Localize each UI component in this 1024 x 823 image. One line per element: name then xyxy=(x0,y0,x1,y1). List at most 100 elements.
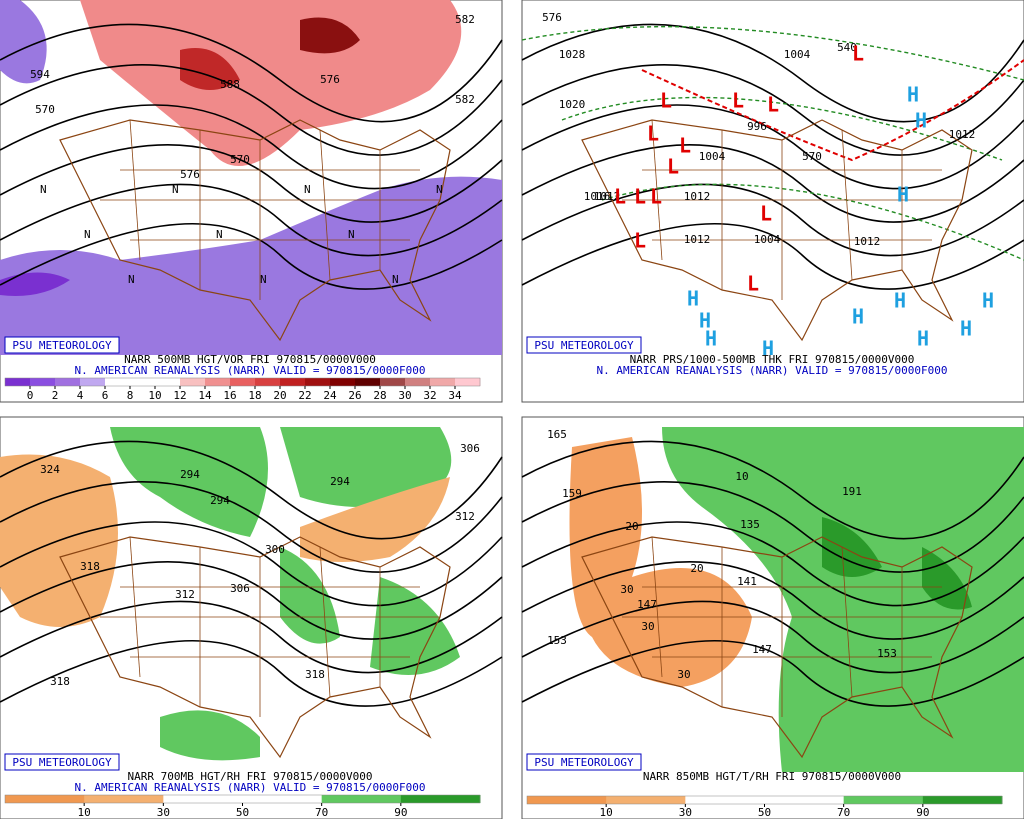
contour-label: 30 xyxy=(620,583,633,596)
panel-title: NARR 500MB HGT/VOR FRI 970815/0000V000 xyxy=(124,353,376,366)
credit-box xyxy=(526,336,642,354)
high-symbol: H xyxy=(915,109,927,133)
contour xyxy=(0,144,503,223)
high-symbol: H xyxy=(687,287,699,311)
field-shading xyxy=(280,427,452,507)
vorticity-symbol: N xyxy=(304,183,311,196)
state-line xyxy=(319,546,331,698)
colorbar-label: 50 xyxy=(236,806,249,819)
high-symbol: H xyxy=(705,327,717,351)
contour-label: 594 xyxy=(30,68,50,81)
low-symbol: L xyxy=(760,202,772,226)
colorbar-label: 90 xyxy=(394,806,407,819)
contour-label: 1004 xyxy=(784,48,811,61)
contour-label: 570 xyxy=(802,150,822,163)
colorbar-segment xyxy=(330,378,356,386)
contour xyxy=(521,223,1024,290)
contour-label: 582 xyxy=(455,13,475,26)
contour xyxy=(0,440,503,540)
high-symbol: H xyxy=(917,327,929,351)
colorbar-label: 50 xyxy=(758,806,771,819)
panel-title: NARR PRS/1000-500MB THK FRI 970815/0000V… xyxy=(630,353,915,366)
contour-label: 300 xyxy=(265,543,285,556)
contour-label: 30 xyxy=(677,668,690,681)
colorbar-segment xyxy=(230,378,256,386)
colorbar-segment xyxy=(105,378,131,386)
colorbar-segment xyxy=(130,378,156,386)
low-symbol: L xyxy=(667,155,679,179)
colorbar-segment xyxy=(163,795,243,803)
low-symbol: L xyxy=(660,89,672,113)
country-outline xyxy=(59,119,451,342)
credit: PSU METEOROLOGY xyxy=(534,756,634,769)
thickness-contour xyxy=(561,96,1003,161)
credit-box xyxy=(4,753,120,771)
colorbar-label: 24 xyxy=(323,389,337,402)
contour xyxy=(0,104,503,190)
field-shading xyxy=(662,427,1024,772)
panel-subtitle: N. AMERICAN REANALYSIS (NARR) VALID = 97… xyxy=(75,364,426,377)
colorbar-segment xyxy=(84,795,164,803)
contour-label: 153 xyxy=(877,647,897,660)
colorbar-label: 70 xyxy=(315,806,328,819)
colorbar-segment xyxy=(255,378,281,386)
contour-label: 576 xyxy=(320,73,340,86)
state-line xyxy=(841,129,853,281)
contour xyxy=(521,64,1024,156)
colorbar-label: 14 xyxy=(198,389,212,402)
contour-label: 324 xyxy=(40,463,60,476)
state-line xyxy=(841,546,853,698)
low-symbol: L xyxy=(852,42,864,66)
thickness-contour xyxy=(601,183,1024,261)
contour xyxy=(0,64,503,156)
low-symbol: L xyxy=(647,122,659,146)
colorbar-segment xyxy=(922,796,1003,804)
contour xyxy=(0,600,503,674)
contour-label: 159 xyxy=(562,487,582,500)
contour xyxy=(0,521,503,607)
colorbar-segment xyxy=(180,378,206,386)
panel-title: NARR 700MB HGT/RH FRI 970815/0000V000 xyxy=(127,770,372,783)
colorbar-segment xyxy=(400,795,481,803)
contour-label: 1012 xyxy=(854,235,881,248)
contour xyxy=(521,640,1024,707)
contour xyxy=(521,183,1024,257)
field-shading xyxy=(300,477,450,562)
contour xyxy=(0,23,503,123)
contour-label: 1028 xyxy=(559,48,586,61)
state-line xyxy=(129,536,141,678)
colorbar-label: 70 xyxy=(837,806,850,819)
contour-label: 588 xyxy=(220,78,240,91)
colorbar-segment xyxy=(30,378,56,386)
contour-label: 294 xyxy=(210,494,230,507)
state-line xyxy=(651,536,663,678)
colorbar-label: 0 xyxy=(27,389,34,402)
contour xyxy=(0,640,503,707)
colorbar-label: 22 xyxy=(298,389,311,402)
contour-label: 306 xyxy=(460,442,480,455)
contour-label: 1012 xyxy=(594,190,621,203)
state-line xyxy=(319,129,331,281)
field-shading xyxy=(300,17,360,54)
colorbar-label: 30 xyxy=(398,389,411,402)
colorbar-segment xyxy=(405,378,431,386)
field-shading xyxy=(180,48,240,90)
colorbar-label: 28 xyxy=(373,389,386,402)
colorbar-segment xyxy=(5,795,85,803)
colorbar-label: 20 xyxy=(273,389,286,402)
low-symbol: L xyxy=(650,185,662,209)
state-line xyxy=(651,119,663,261)
contour xyxy=(0,183,503,257)
state-line xyxy=(129,119,141,261)
country-outline xyxy=(581,119,973,342)
high-symbol: H xyxy=(852,305,864,329)
contour-label: 996 xyxy=(747,120,767,133)
contour-label: 318 xyxy=(80,560,100,573)
panel: 576 1028 1020 1004 996 1004 1012 1012 1012 1004 10… xyxy=(521,0,1024,403)
contour xyxy=(0,481,503,573)
colorbar-segment xyxy=(764,796,845,804)
contour-label: 147 xyxy=(637,598,657,611)
credit: PSU METEOROLOGY xyxy=(534,339,634,352)
colorbar-segment xyxy=(280,378,306,386)
